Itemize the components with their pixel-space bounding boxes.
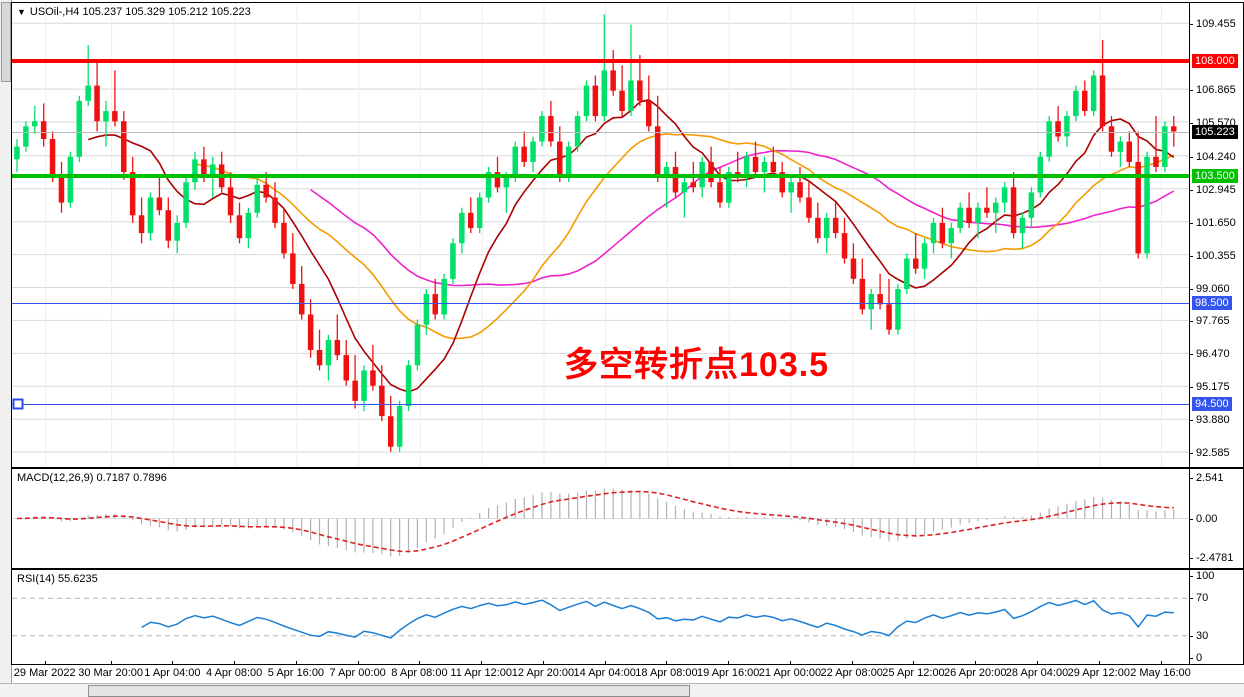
time-label: 1 Apr 04:00	[144, 667, 201, 679]
time-tick	[357, 661, 359, 665]
time-label: 12 Apr 20:00	[511, 667, 575, 679]
time-tick	[419, 661, 421, 665]
time-tick	[481, 661, 483, 665]
time-tick	[728, 661, 730, 665]
collapse-arrow-icon[interactable]: ▼	[17, 7, 26, 17]
time-tick	[44, 661, 46, 665]
chart-annotation: 多空转折点103.5	[564, 346, 830, 385]
vertical-scrollbar-thumb[interactable]	[1, 2, 11, 82]
time-label: 5 Apr 16:00	[267, 667, 325, 679]
macd-label: MACD(12,26,9) 0.7187 0.7896	[17, 472, 167, 484]
horizontal-scrollbar[interactable]	[0, 683, 1244, 697]
level-line-current-price[interactable]	[12, 131, 1189, 133]
level-line-pivot-103-5[interactable]	[12, 173, 1189, 178]
time-label: 30 Mar 20:00	[78, 667, 144, 679]
price-axis[interactable]: 109.455 106.865 105.570 104.240 102.945 101.6…	[1189, 3, 1243, 467]
price-plot-area[interactable]	[12, 3, 1189, 467]
price-panel: ▼ USOil-,H4 105.237 105.329 105.212 105.2…	[11, 2, 1244, 468]
time-label: 8 Apr 08:00	[391, 667, 448, 679]
time-axis[interactable]: 29 Mar 2022 30 Mar 20:00 1 Apr 04:00 4 Apr …	[11, 661, 1244, 683]
time-label: 26 Apr 20:00	[944, 667, 1007, 679]
time-tick	[789, 661, 791, 665]
time-tick	[172, 661, 174, 665]
time-label: 21 Apr 00:00	[758, 667, 822, 679]
time-label: 4 Apr 08:00	[206, 667, 263, 679]
symbol-title[interactable]: ▼ USOil-,H4 105.237 105.329 105.212 105.2…	[17, 6, 251, 18]
rsi-label: RSI(14) 55.6235	[17, 573, 98, 585]
time-tick	[234, 661, 236, 665]
rsi-plot-area[interactable]	[12, 570, 1189, 664]
time-tick	[1160, 661, 1162, 665]
time-label: 22 Apr 08:00	[820, 667, 883, 679]
level-drag-handle[interactable]	[12, 398, 24, 410]
time-tick	[913, 661, 915, 665]
time-tick	[110, 661, 112, 665]
macd-plot-area[interactable]	[12, 469, 1189, 568]
time-tick	[975, 661, 977, 665]
macd-axis: 2.541 0.00 -2.4781	[1189, 469, 1243, 568]
time-label: 29 Apr 12:00	[1067, 667, 1130, 679]
price-badge-support-94-5[interactable]: 94.500	[1192, 397, 1232, 412]
price-badge-current-price[interactable]: 105.223	[1192, 124, 1238, 139]
time-tick	[666, 661, 668, 665]
macd-panel: MACD(12,26,9) 0.7187 0.7896 2.541 0.00 -2.…	[11, 468, 1244, 569]
price-badge-resistance-108[interactable]: 108.000	[1192, 54, 1238, 69]
horizontal-scrollbar-thumb[interactable]	[88, 685, 690, 697]
time-label: 7 Apr 00:00	[329, 667, 386, 679]
level-line-resistance-108[interactable]	[12, 59, 1189, 64]
level-line-support-98-5[interactable]	[12, 302, 1189, 304]
time-label: 25 Apr 12:00	[882, 667, 945, 679]
time-label: 19 Apr 16:00	[697, 667, 760, 679]
time-label: 2 May 16:00	[1130, 667, 1191, 679]
symbol-title-text: USOil-,H4 105.237 105.329 105.212 105.22…	[29, 6, 251, 18]
time-label: 28 Apr 04:00	[1005, 667, 1069, 679]
price-badge-pivot-103-5[interactable]: 103.500	[1192, 168, 1238, 183]
time-tick	[295, 661, 297, 665]
time-tick	[1037, 661, 1038, 665]
time-tick	[542, 661, 544, 665]
time-label: 18 Apr 08:00	[635, 667, 698, 679]
time-label: 11 Apr 12:00	[450, 667, 512, 679]
time-label: 14 Apr 04:00	[573, 667, 636, 679]
time-tick	[1098, 661, 1100, 665]
level-line-support-94-5[interactable]	[12, 404, 1189, 406]
time-tick	[851, 661, 853, 665]
time-tick	[604, 661, 606, 665]
rsi-panel: RSI(14) 55.6235 100 70 30 0	[11, 569, 1244, 665]
time-label: 29 Mar 2022	[13, 667, 76, 679]
rsi-axis: 100 70 30 0	[1189, 570, 1243, 664]
price-badge-support-98-5[interactable]: 98.500	[1192, 295, 1232, 310]
